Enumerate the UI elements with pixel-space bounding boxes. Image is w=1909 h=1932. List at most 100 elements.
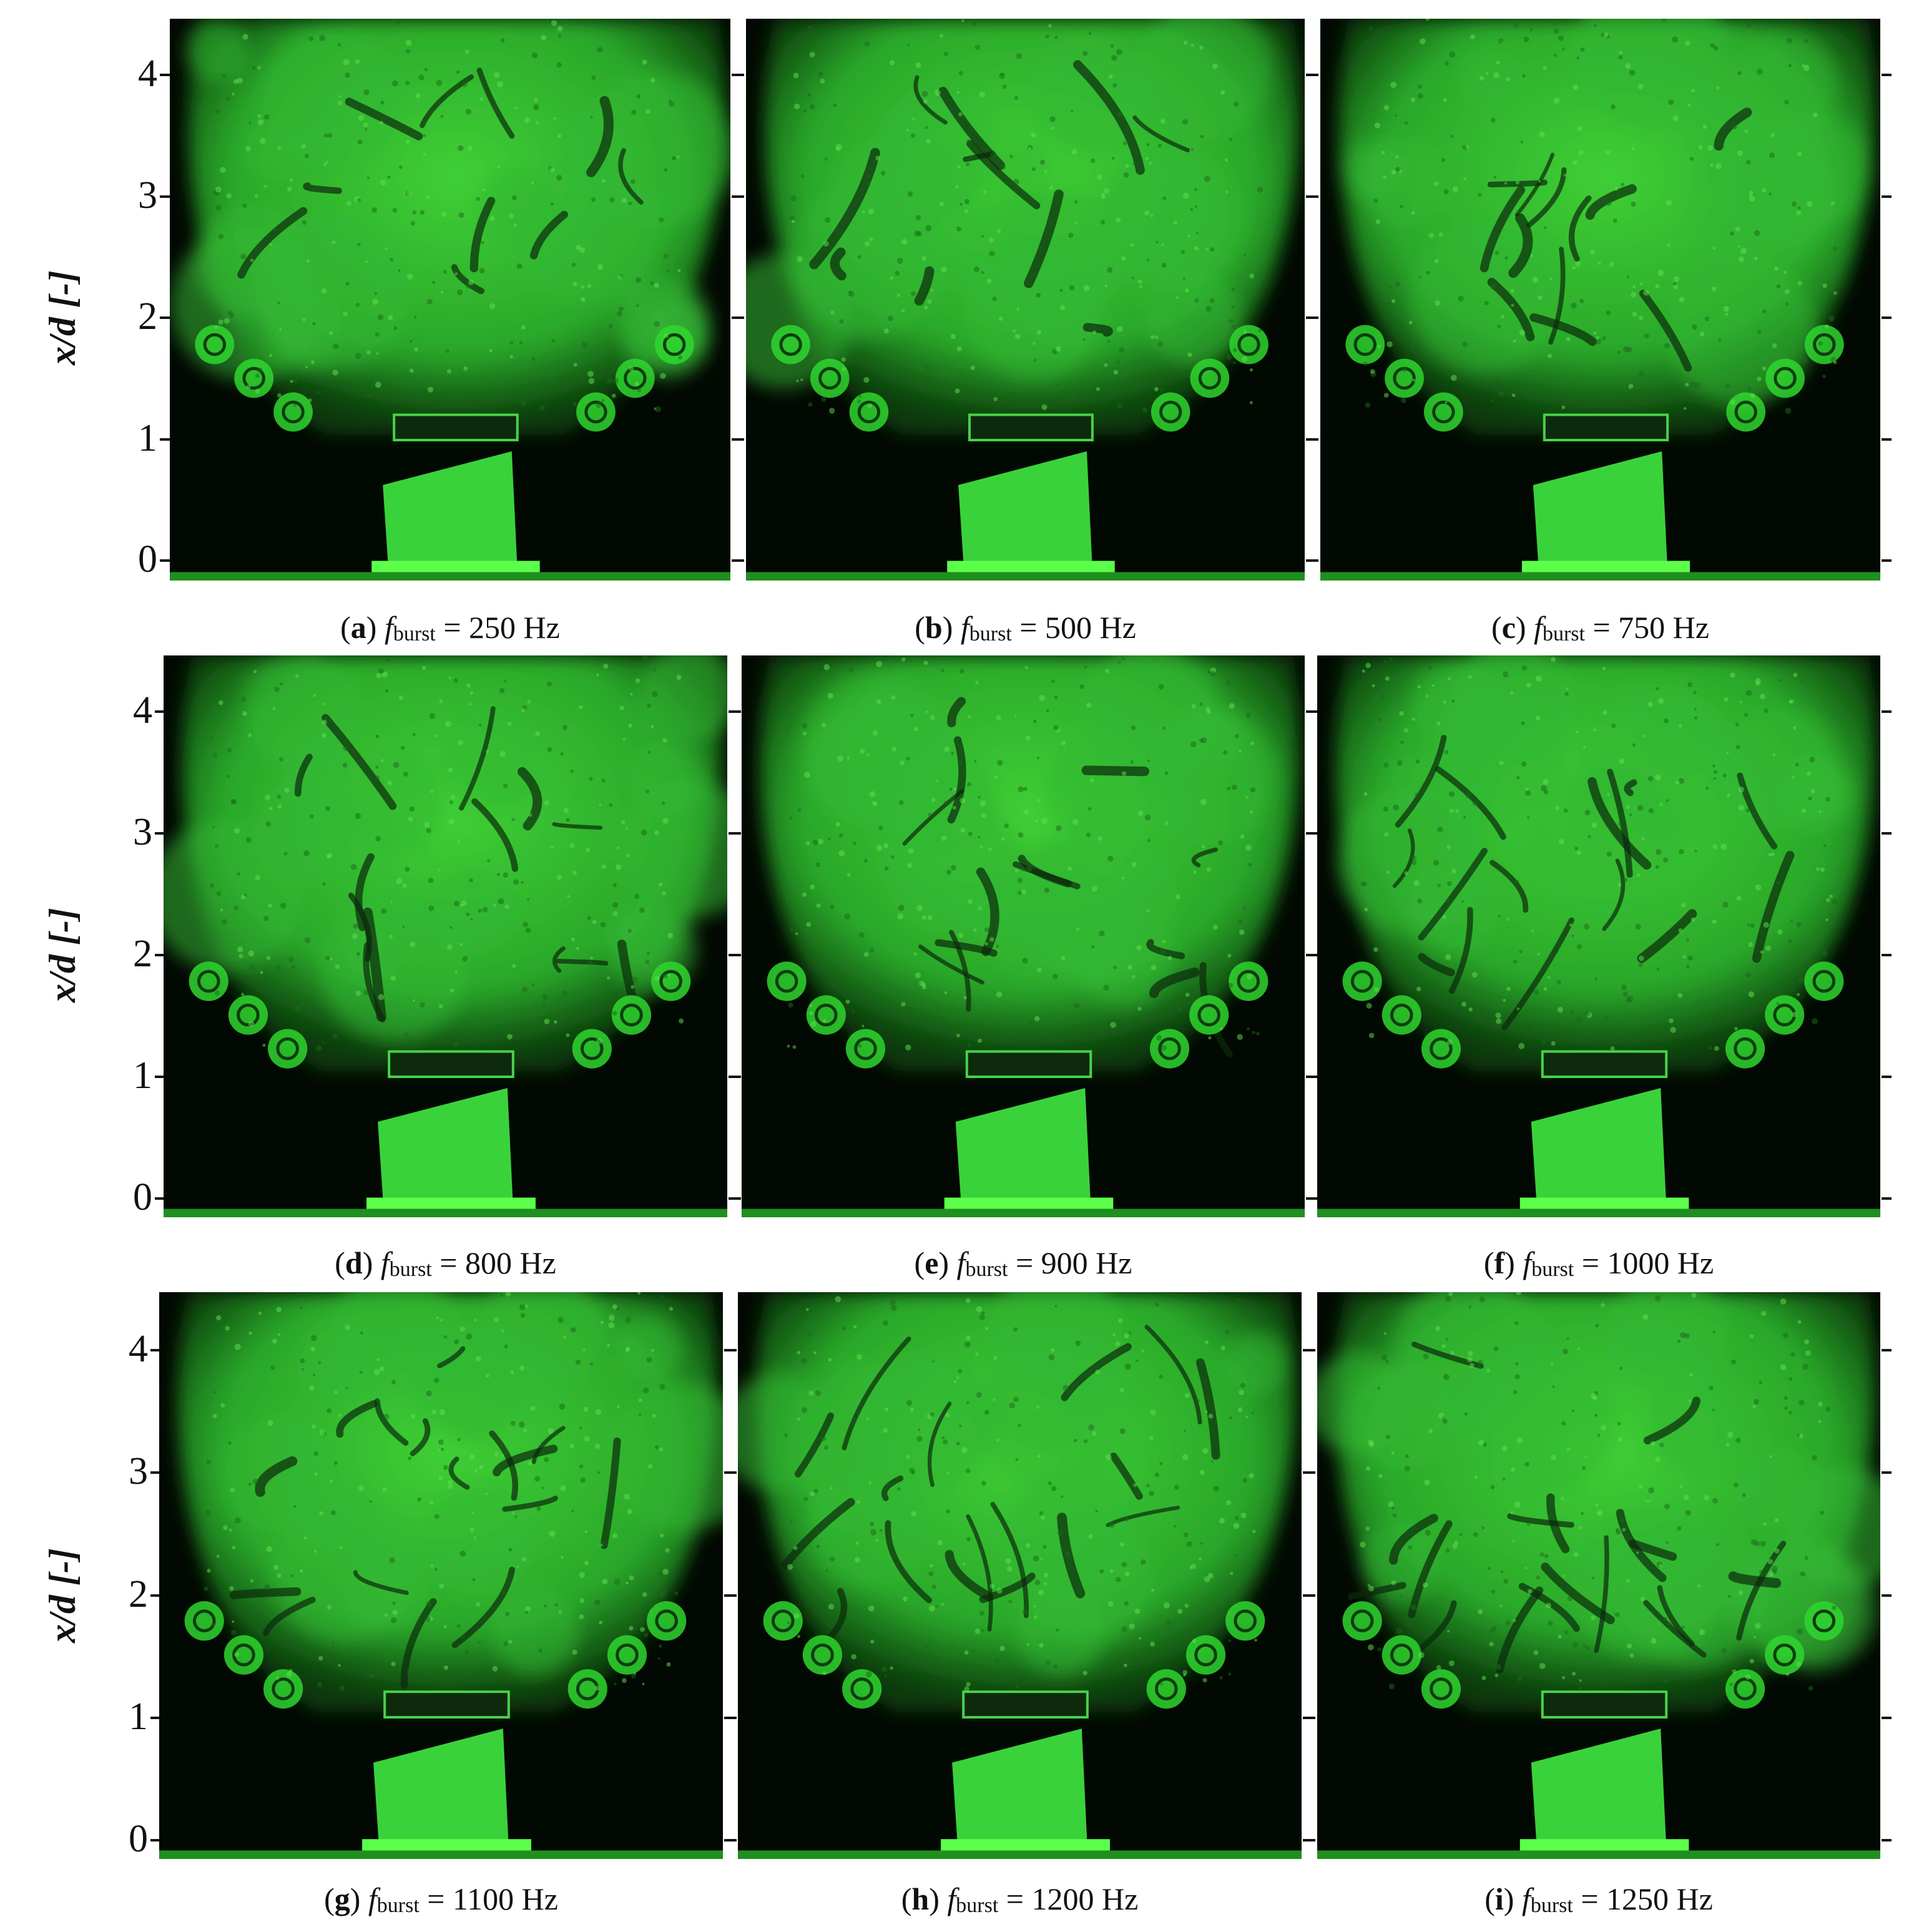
panel-tick-mark [1306,316,1318,319]
panel-tick-mark [1882,1471,1892,1474]
flow-visualization-panel-g [159,1292,723,1859]
panel-tick-mark [1882,832,1892,835]
panel-caption-e: (e) fburst = 900 Hz [914,1245,1132,1281]
y-tick-label: 2 [129,1572,148,1616]
panel-caption-b: (b) fburst = 500 Hz [915,610,1136,645]
flow-image [1317,1292,1880,1859]
panel-tick-mark [1882,316,1892,319]
flow-visualization-panel-f [1317,655,1880,1217]
panel-tick-mark [1882,1076,1892,1078]
flow-image [164,655,727,1217]
caption-symbol: f [1521,1881,1531,1916]
panel-tick-mark [729,710,741,713]
panel-caption-f: (f) fburst = 1000 Hz [1483,1245,1714,1281]
panel-tick-mark [1306,1197,1318,1200]
y-tick-mark [150,1839,160,1841]
panel-tick-mark [724,1839,737,1841]
caption-value: = 800 Hz [439,1245,556,1280]
panel-tick-mark [1882,1197,1892,1200]
y-tick-label: 0 [133,1176,152,1219]
panel-caption-g: (g) fburst = 1100 Hz [324,1881,558,1917]
y-tick-label: 4 [129,1328,148,1370]
panel-tick-mark [1306,195,1318,198]
caption-subscript: burst [969,622,1012,645]
caption-letter: a [350,610,366,645]
panel-caption-a: (a) fburst = 250 Hz [340,610,560,645]
panel-tick-mark [1306,954,1318,956]
y-tick-mark [155,710,165,713]
panel-tick-mark [1303,1716,1315,1719]
caption-symbol: f [380,1245,390,1280]
caption-letter: h [911,1881,930,1916]
flow-image [159,1292,723,1859]
caption-letter: i [1494,1881,1504,1916]
y-tick-label: 4 [133,689,152,732]
panel-tick-mark [732,195,744,198]
panel-tick-mark [1882,438,1892,441]
y-tick-label: 3 [129,1450,148,1493]
y-tick-label: 2 [133,933,152,975]
y-tick-label: 4 [138,52,157,95]
y-tick-label: 2 [138,295,157,338]
caption-subscript: burst [376,1894,420,1917]
panel-tick-mark [724,1471,737,1474]
panel-tick-mark [1306,74,1318,76]
panel-tick-mark [724,1716,737,1719]
panel-tick-mark [1882,1594,1892,1597]
panel-tick-mark [724,1594,737,1597]
panel-tick-mark [729,832,741,835]
panel-tick-mark [729,1076,741,1078]
y-tick-label: 3 [138,174,157,217]
panel-tick-mark [1882,1716,1892,1719]
panel-tick-mark [729,1197,741,1200]
panel-tick-mark [1306,1076,1318,1078]
caption-subscript: burst [1542,622,1585,645]
panel-tick-mark [732,559,744,562]
y-tick-mark [155,1197,165,1200]
caption-value: = 900 Hz [1015,1245,1132,1280]
flow-visualization-panel-a [170,19,730,581]
caption-symbol: f [960,610,969,645]
y-axis-label: x/d [-] [42,908,83,1003]
panel-caption-i: (i) fburst = 1250 Hz [1485,1881,1713,1917]
panel-tick-mark [1303,1349,1315,1351]
panel-caption-d: (d) fburst = 800 Hz [335,1245,556,1281]
caption-subscript: burst [956,1894,999,1917]
y-tick-label: 1 [138,416,157,459]
panel-tick-mark [1882,1349,1892,1351]
panel-tick-mark [1882,74,1892,76]
caption-subscript: burst [1530,1894,1573,1917]
y-tick-label: 0 [138,538,157,581]
caption-letter: b [925,610,943,645]
caption-letter: e [925,1245,939,1280]
caption-symbol: f [1534,610,1543,645]
panel-tick-mark [1882,954,1892,956]
caption-value: = 1200 Hz [1006,1881,1139,1916]
y-tick-mark [150,1471,160,1474]
caption-subscript: burst [1531,1258,1574,1281]
y-tick-label: 0 [129,1818,148,1860]
flow-image [738,1292,1302,1859]
panel-tick-mark [1306,832,1318,835]
y-axis-label: x/d [-] [42,1547,83,1643]
panel-caption-c: (c) fburst = 750 Hz [1491,610,1709,645]
caption-symbol: f [1523,1245,1532,1280]
y-tick-mark [155,1076,165,1078]
caption-value: = 1000 Hz [1581,1245,1714,1280]
y-tick-label: 1 [133,1054,152,1097]
panel-tick-mark [1882,195,1892,198]
panel-tick-mark [1882,559,1892,562]
y-tick-mark [150,1716,160,1719]
y-tick-mark [155,954,165,956]
flow-image [170,19,730,581]
flow-image [746,19,1305,581]
panel-tick-mark [732,74,744,76]
caption-symbol: f [956,1245,966,1280]
panel-tick-mark [1306,559,1318,562]
panel-tick-mark [1882,710,1892,713]
y-axis-label: x/d [-] [42,270,83,365]
y-tick-mark [160,559,170,562]
flow-image [742,655,1305,1217]
flow-visualization-panel-c [1320,19,1880,581]
flow-visualization-panel-b [746,19,1305,581]
